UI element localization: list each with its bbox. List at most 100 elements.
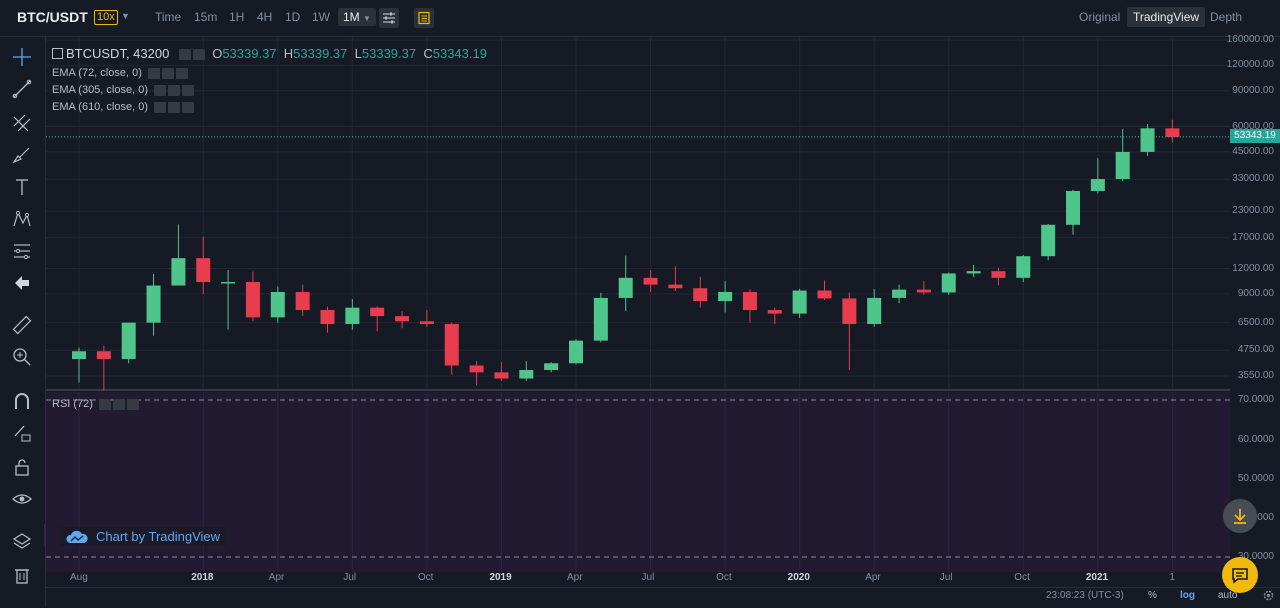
time-axis-label: Apr xyxy=(268,572,285,583)
close-icon[interactable] xyxy=(126,398,139,410)
view-depth[interactable]: Depth xyxy=(1210,10,1243,24)
trend-line-tool[interactable] xyxy=(10,77,34,101)
visibility-tool[interactable] xyxy=(10,487,34,511)
time-axis-label: Oct xyxy=(716,572,732,583)
indicator-controls[interactable] xyxy=(147,67,188,79)
close-label: C xyxy=(423,46,433,61)
indicator-controls[interactable] xyxy=(154,84,194,96)
chart-type-button[interactable] xyxy=(414,8,434,28)
gear-icon[interactable] xyxy=(168,84,180,96)
candle-body xyxy=(991,271,1006,278)
brush-tool[interactable] xyxy=(10,143,34,167)
cloud-logo-icon xyxy=(66,530,88,543)
eye-icon[interactable] xyxy=(147,67,160,79)
indicator-label: EMA (305, close, 0) xyxy=(52,84,148,96)
pattern-tool[interactable] xyxy=(10,207,34,231)
price-axis-label: 120000.00 xyxy=(1226,59,1274,71)
view-original[interactable]: Original xyxy=(1079,10,1121,24)
timeframe-1m[interactable]: 1M ▼ xyxy=(338,8,376,26)
ruler-tool[interactable] xyxy=(10,313,34,337)
crosshair-icon xyxy=(13,48,31,66)
eye-icon xyxy=(12,494,32,504)
gear-icon[interactable] xyxy=(112,398,125,410)
notebook-icon xyxy=(418,11,430,25)
layers-tool[interactable] xyxy=(10,529,34,553)
time-axis-label: Oct xyxy=(1014,572,1030,583)
indicator-controls[interactable] xyxy=(98,398,139,410)
timeframe-15m[interactable]: 15m xyxy=(194,10,218,24)
text-tool[interactable] xyxy=(10,175,34,199)
settings-icon[interactable] xyxy=(192,49,205,61)
gear-icon[interactable] xyxy=(168,101,180,113)
measure-lines-tool[interactable] xyxy=(10,239,34,263)
close-icon[interactable] xyxy=(175,67,188,79)
close-icon[interactable] xyxy=(182,101,194,113)
candle-body xyxy=(916,289,931,293)
eye-icon[interactable] xyxy=(98,398,111,410)
time-axis-label: Oct xyxy=(417,572,434,583)
timeframe-4h[interactable]: 4H xyxy=(257,10,273,24)
candle-body xyxy=(295,291,310,311)
back-tool[interactable] xyxy=(10,271,34,295)
zoom-tool[interactable] xyxy=(10,345,34,369)
chat-support-button[interactable] xyxy=(1222,557,1258,593)
chevron-down-icon: ▼ xyxy=(363,14,371,23)
chat-icon xyxy=(1232,568,1248,584)
lock-icon xyxy=(15,459,29,476)
trend-line-icon xyxy=(12,79,32,99)
top-toolbar: BTC/USDT 10x ▼ Time 15m 1H 4H 1D 1W 1M ▼… xyxy=(0,0,1280,37)
price-chart[interactable] xyxy=(46,37,1230,587)
price-axis-label: 90000.00 xyxy=(1232,84,1274,96)
crosshair-tool[interactable] xyxy=(10,45,34,69)
candle-body xyxy=(1016,256,1031,278)
candle-body xyxy=(395,316,410,322)
rsi-axis-label: 60.0000 xyxy=(1237,434,1274,445)
magnet-tool[interactable] xyxy=(10,389,34,413)
candle-body xyxy=(519,369,534,379)
rsi-label: RSI (72) xyxy=(52,398,93,410)
download-button[interactable] xyxy=(1223,499,1257,533)
percent-scale-toggle[interactable]: % xyxy=(1148,590,1157,601)
collapse-legend-icon[interactable] xyxy=(52,48,63,59)
gear-icon[interactable] xyxy=(1262,589,1275,607)
eye-icon[interactable] xyxy=(154,84,166,96)
eye-icon[interactable] xyxy=(154,101,166,113)
timeframe-1h[interactable]: 1H xyxy=(229,10,245,24)
price-axis[interactable]: 160000.00 120000.00 90000.00 60000.00 45000.… xyxy=(1226,34,1280,587)
fib-tool[interactable] xyxy=(10,111,34,135)
close-icon[interactable] xyxy=(182,84,194,96)
rsi-axis-label: 30.0000 xyxy=(1237,551,1274,562)
drawing-toolbar xyxy=(0,37,46,607)
indicator-controls[interactable] xyxy=(154,101,194,113)
remove-drawings-tool[interactable] xyxy=(10,563,34,587)
legend-controls[interactable] xyxy=(178,49,205,61)
price-axis-label: 60000.00 xyxy=(1232,120,1274,132)
settings-icon[interactable] xyxy=(178,49,191,61)
candle-body xyxy=(668,284,683,289)
indicator-ema-305[interactable]: EMA (305, close, 0) xyxy=(52,84,194,96)
price-axis-label: 4750.00 xyxy=(1237,344,1274,356)
leverage-badge[interactable]: 10x xyxy=(94,10,118,25)
gear-icon[interactable] xyxy=(161,67,174,79)
timeframe-1d[interactable]: 1D xyxy=(285,10,301,24)
auto-scale-toggle[interactable]: auto xyxy=(1218,590,1238,601)
view-tradingview[interactable]: TradingView xyxy=(1127,7,1206,27)
candle-body xyxy=(1066,190,1080,225)
rsi-indicator[interactable]: RSI (72) xyxy=(52,398,139,410)
timeframe-time[interactable]: Time xyxy=(155,10,182,24)
indicator-ema-72[interactable]: EMA (72, close, 0) xyxy=(52,67,188,79)
indicator-settings-button[interactable] xyxy=(379,8,399,28)
log-scale-toggle[interactable]: log xyxy=(1180,590,1195,601)
lock-tool[interactable] xyxy=(10,455,34,479)
timeframe-1w[interactable]: 1W xyxy=(312,10,330,24)
chevron-down-icon[interactable]: ▼ xyxy=(121,11,130,21)
indicator-ema-610[interactable]: EMA (610, close, 0) xyxy=(52,101,194,113)
pair-title[interactable]: BTC/USDT xyxy=(17,9,88,25)
draw-lock-tool[interactable] xyxy=(10,421,34,445)
low-label: L xyxy=(354,46,362,61)
candle-body xyxy=(867,297,882,325)
tradingview-watermark[interactable]: Chart by TradingView xyxy=(60,527,227,546)
price-axis-label: 3550.00 xyxy=(1237,370,1274,381)
low-value: 53339.37 xyxy=(361,46,417,61)
time-axis-label: 2020 xyxy=(787,572,810,583)
